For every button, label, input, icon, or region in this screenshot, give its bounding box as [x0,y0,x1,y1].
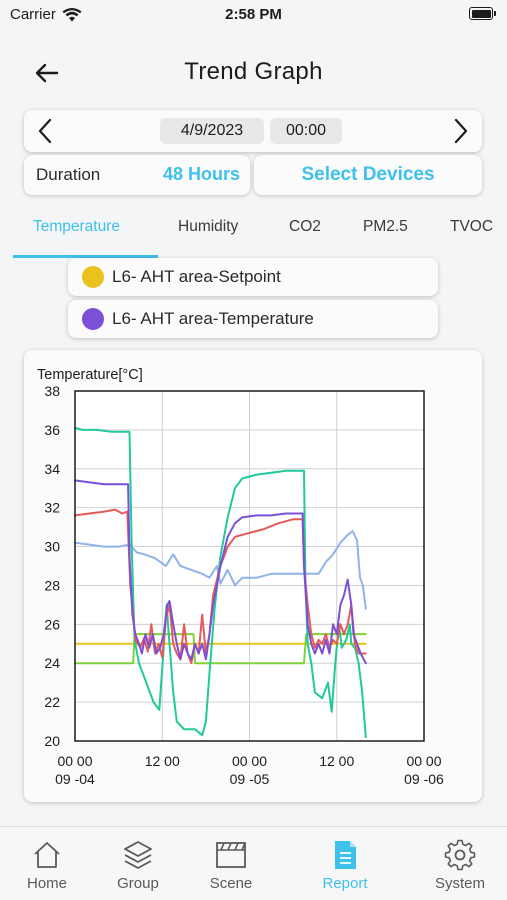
y-tick-label: 32 [44,500,60,516]
legend-label: L6- AHT area-Setpoint [112,267,281,286]
y-tick-label: 24 [44,655,60,671]
date-picker[interactable]: 4/9/2023 [160,118,264,144]
tab-co2[interactable]: CO2 [289,218,321,235]
x-tick-date-label: 09 -05 [230,771,270,787]
y-tick-label: 38 [44,383,60,399]
nav-system-label: System [434,875,485,892]
nav-system[interactable]: System [420,835,500,895]
duration-selector[interactable]: Duration 48 Hours [24,155,250,195]
series-line [74,633,367,665]
nav-home[interactable]: Home [7,835,87,895]
legend-item-temperature[interactable]: L6- AHT area-Temperature [68,300,438,338]
tab-pm25[interactable]: PM2.5 [363,218,408,235]
nav-scene[interactable]: Scene [191,835,271,895]
tab-tvoc[interactable]: TVOC [450,218,494,235]
arrow-left-icon [35,63,59,83]
x-tick-label: 00 00 [406,753,441,769]
legend-item-setpoint[interactable]: L6- AHT area-Setpoint [68,258,438,296]
legend-label: L6- AHT area-Temperature [112,309,314,328]
duration-label: Duration [36,165,101,184]
nav-report-label: Report [322,875,368,892]
chevron-left-icon [38,118,52,144]
x-tick-label: 12 00 [319,753,354,769]
carrier-label: Carrier [10,6,56,23]
page-title: Trend Graph [184,58,323,85]
clapperboard-icon [216,842,246,868]
y-tick-label: 34 [44,461,60,477]
select-devices-button[interactable]: Select Devices [254,155,482,195]
layers-icon [124,841,152,869]
x-tick-date-label: 09 -04 [55,771,95,787]
tab-humidity[interactable]: Humidity [178,218,239,235]
trend-chart[interactable]: Temperature[°C] 20 22 24 26 28 30 32 34 36 38 00 … [24,350,482,802]
plot-area-border [74,390,425,742]
tab-temperature[interactable]: Temperature [33,218,121,235]
nav-group[interactable]: Group [98,835,178,895]
y-tick-label: 26 [44,616,60,632]
x-tick-label: 00 00 [232,753,267,769]
wifi-icon [62,7,82,21]
home-icon [34,842,60,868]
bottom-navigation: Home Group Scene Report System [0,826,507,900]
y-tick-label: 30 [44,539,60,555]
nav-report[interactable]: Report [305,835,385,895]
next-date-button[interactable] [446,116,476,146]
x-tick-label: 12 00 [145,753,180,769]
gear-icon [444,839,476,871]
report-icon [335,841,356,869]
battery-icon [469,7,496,20]
duration-value[interactable]: 48 Hours [162,164,240,184]
date-selector: 4/9/2023 00:00 [24,110,482,152]
carrier-group: Carrier [10,6,82,23]
previous-date-button[interactable] [30,116,60,146]
metric-tabs: Temperature Humidity CO2 PM2.5 TVOC [0,208,507,258]
legend-dot [82,308,104,330]
series-line [74,479,367,665]
active-tab-indicator [13,255,158,258]
y-tick-label: 22 [44,694,60,710]
legend-dot [82,266,104,288]
y-tick-label: 28 [44,577,60,593]
series-line [74,530,367,610]
back-button[interactable] [30,58,64,88]
chevron-right-icon [454,118,468,144]
nav-group-label: Group [117,875,159,892]
y-tick-label: 20 [44,733,60,749]
x-tick-label: 00 00 [57,753,92,769]
nav-scene-label: Scene [209,875,253,892]
y-axis-label: Temperature[°C] [37,367,143,383]
time-picker[interactable]: 00:00 [270,118,342,144]
status-time: 2:58 PM [225,6,282,23]
x-tick-date-label: 09 -06 [404,771,444,787]
y-tick-label: 36 [44,422,60,438]
nav-home-label: Home [26,875,67,892]
header: Trend Graph [0,48,507,98]
status-bar: Carrier 2:58 PM [0,0,507,30]
trend-chart-card: Temperature[°C] 20 22 24 26 28 30 32 34 36 38 00 … [24,350,482,802]
